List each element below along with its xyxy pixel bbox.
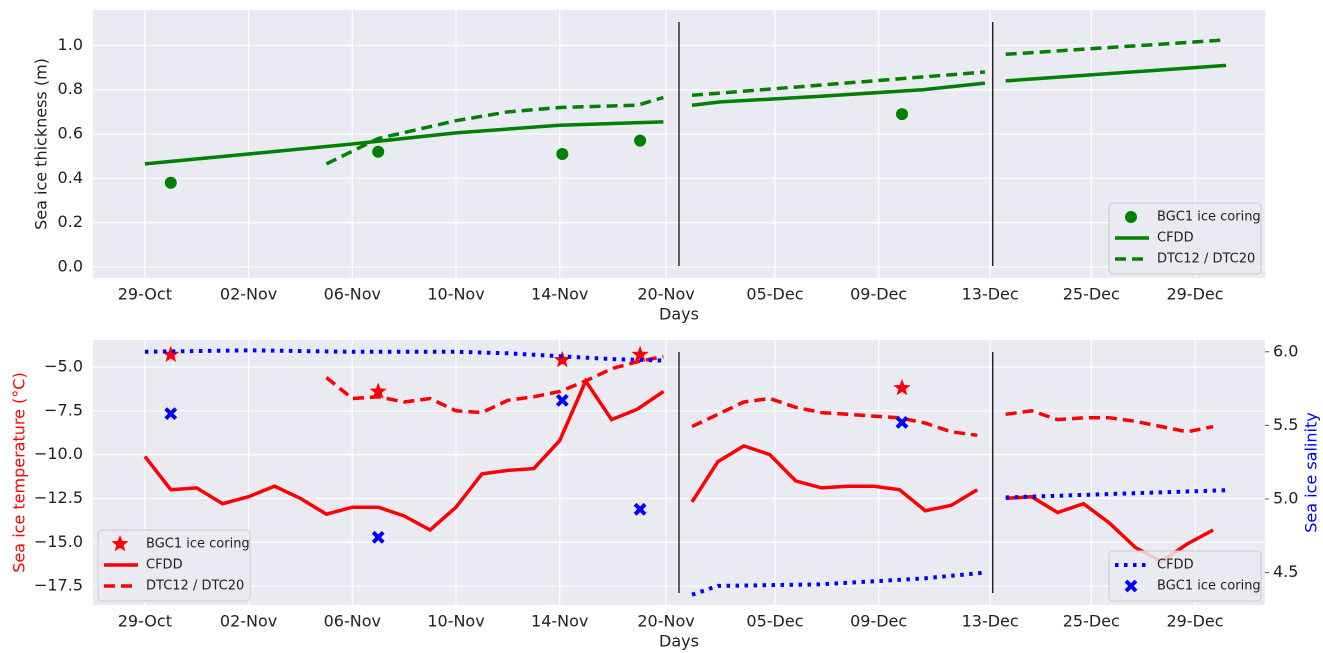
- x-tick-label: 06-Nov: [324, 612, 381, 631]
- y-tick-label: −5.0: [44, 356, 83, 375]
- legend-label: DTC12 / DTC20: [1157, 252, 1255, 267]
- legend-label: DTC12 / DTC20: [146, 579, 244, 594]
- data-line: [144, 348, 1227, 597]
- x-axis-label: Days: [659, 632, 699, 651]
- y2-tick-label: 5.0: [1273, 489, 1298, 508]
- legend-label: BGC1 ice coring: [146, 537, 250, 552]
- y-tick-label: −12.5: [34, 488, 83, 507]
- data-line: [143, 377, 1214, 564]
- x-tick-label: 10-Nov: [427, 612, 484, 631]
- y-tick-label: −10.0: [34, 444, 83, 463]
- x-tick-label: 05-Dec: [746, 612, 803, 631]
- data-point: [555, 393, 569, 407]
- data-point: [164, 176, 177, 189]
- x-tick-label: 05-Dec: [746, 285, 803, 304]
- data-line: [325, 354, 1214, 438]
- y2-axis-label: Sea ice salinity: [1302, 412, 1321, 532]
- x-tick-label: 29-Oct: [118, 285, 172, 304]
- data-point: [631, 345, 649, 362]
- x-tick-label: 29-Dec: [1166, 612, 1223, 631]
- data-line: [144, 63, 1227, 166]
- data-point: [553, 351, 571, 368]
- y-axis-label: Sea ice temperature (°C): [10, 372, 29, 572]
- y-tick-label: 0.2: [58, 212, 83, 231]
- legend-label: CFDD: [1157, 231, 1194, 246]
- data-point: [372, 145, 385, 158]
- x-tick-label: 09-Dec: [850, 612, 907, 631]
- data-point: [895, 108, 908, 121]
- x-tick-label: 25-Dec: [1063, 612, 1120, 631]
- data-point: [556, 147, 569, 160]
- y-tick-label: 0.6: [58, 124, 83, 143]
- y-axis-label: Sea ice thickness (m): [32, 58, 51, 230]
- y-tick-label: 0.8: [58, 79, 83, 98]
- x-tick-label: 29-Oct: [118, 612, 172, 631]
- y-tick-label: 0.4: [58, 168, 83, 187]
- data-point: [371, 530, 385, 544]
- legend-label: CFDD: [146, 558, 183, 573]
- data-point: [369, 382, 387, 399]
- x-tick-label: 02-Nov: [220, 285, 277, 304]
- x-tick-label: 20-Nov: [637, 612, 694, 631]
- y-tick-label: −7.5: [44, 400, 83, 419]
- x-tick-label: 09-Dec: [850, 285, 907, 304]
- x-tick-label: 10-Nov: [427, 285, 484, 304]
- y-tick-label: −17.5: [34, 576, 83, 595]
- data-point: [634, 134, 647, 147]
- legend-label: BGC1 ice coring: [1157, 210, 1261, 225]
- x-tick-label: 13-Dec: [962, 285, 1019, 304]
- data-point: [895, 416, 909, 429]
- x-tick-label: 02-Nov: [220, 612, 277, 631]
- y-tick-label: 0.0: [58, 256, 83, 275]
- legend-label: CFDD: [1157, 558, 1194, 573]
- legend-marker: [1124, 579, 1138, 593]
- x-tick-label: 25-Dec: [1063, 285, 1120, 304]
- x-axis-label: Days: [659, 305, 699, 324]
- legend: BGC1 ice coring CFDD DTC12 / DTC20: [1108, 202, 1262, 275]
- data-point: [633, 502, 647, 516]
- data-line: [325, 38, 1227, 166]
- legend-box: [1108, 202, 1262, 275]
- legend: BGC1 ice coring CFDD DTC12 / DTC20: [97, 529, 251, 602]
- x-tick-label: 29-Dec: [1166, 285, 1223, 304]
- x-tick-label: 14-Nov: [531, 285, 588, 304]
- data-point: [162, 345, 180, 362]
- x-tick-label: 13-Dec: [962, 612, 1019, 631]
- legend-label: BGC1 ice coring: [1157, 579, 1261, 594]
- y2-tick-label: 6.0: [1273, 341, 1298, 360]
- y2-tick-label: 5.5: [1273, 415, 1298, 434]
- x-tick-label: 06-Nov: [324, 285, 381, 304]
- legend-box: [1108, 550, 1262, 602]
- y-tick-label: 1.0: [58, 35, 83, 54]
- legend-marker: [1125, 211, 1137, 223]
- x-tick-label: 14-Nov: [531, 612, 588, 631]
- legend-marker: [111, 535, 129, 552]
- data-point: [164, 407, 178, 421]
- x-tick-label: 20-Nov: [637, 285, 694, 304]
- y2-tick-label: 4.5: [1273, 562, 1298, 581]
- data-point: [893, 379, 911, 396]
- y-tick-label: −15.0: [34, 532, 83, 551]
- legend: CFDD BGC1 ice coring: [1108, 550, 1262, 602]
- legend-box: [97, 529, 251, 602]
